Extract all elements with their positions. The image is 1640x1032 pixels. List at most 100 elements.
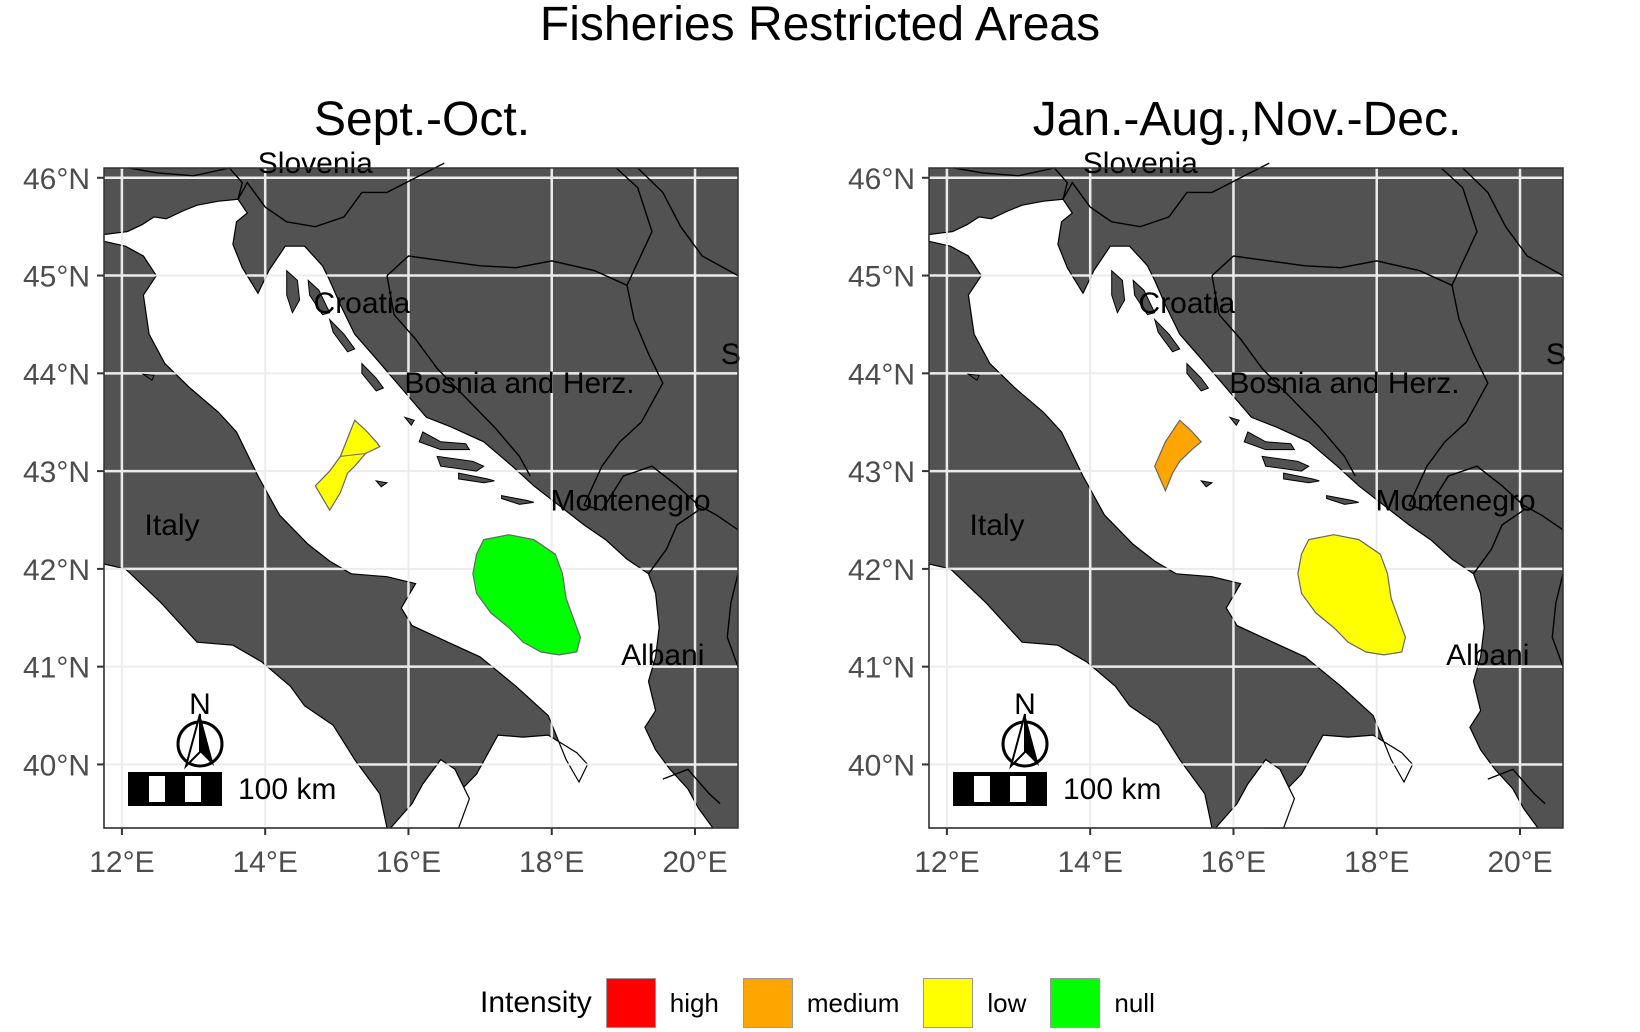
- scale-bar-frame: [953, 772, 1047, 806]
- panel-border: [103, 167, 739, 829]
- country-border: [953, 167, 1069, 200]
- island: [361, 362, 385, 392]
- country-border: [128, 167, 244, 200]
- map-layer: Slovenia Croatia Bosnia and Herz. S Monteneg…: [23, 147, 741, 879]
- legend: Intensity high medium low null: [480, 975, 1179, 1031]
- legend-swatch-high: [605, 978, 656, 1028]
- country-border: [647, 509, 699, 575]
- island: [1243, 431, 1296, 451]
- scale-bar-segment: [165, 773, 185, 805]
- north-arrow-icon-half: [184, 713, 201, 770]
- country-label: S: [721, 338, 741, 371]
- country-border: [1211, 275, 1356, 477]
- legend-swatch-null: [1050, 978, 1101, 1028]
- scale-bar-segment: [147, 773, 167, 805]
- island: [458, 472, 495, 484]
- country-label: Slovenia: [1083, 147, 1198, 180]
- scale-bar-segment: [201, 773, 221, 805]
- island: [1132, 279, 1156, 316]
- scale-bar-segment: [972, 773, 992, 805]
- x-tick-label: 14°E: [1057, 846, 1122, 879]
- y-tick-label: 46°N: [23, 163, 90, 196]
- island: [141, 373, 155, 381]
- country-label: Albani: [621, 639, 704, 672]
- country-label: Bosnia and Herz.: [404, 367, 634, 400]
- island: [1199, 480, 1214, 488]
- island: [1283, 472, 1320, 484]
- legend-label-medium: medium: [806, 987, 900, 1018]
- y-tick-label: 41°N: [23, 652, 90, 685]
- tyrrhenian-sea: [103, 563, 388, 829]
- scale-bar-frame: [128, 772, 222, 806]
- panel-title-right: Jan.-Aug.,Nov.-Dec.: [1032, 93, 1462, 146]
- x-tick-label: 18°E: [519, 846, 584, 879]
- x-tick-label: 16°E: [376, 846, 441, 879]
- north-arrow-icon-half: [1009, 713, 1026, 770]
- x-tick-label: 20°E: [662, 846, 727, 879]
- island: [436, 455, 485, 472]
- x-tick-label: 12°E: [914, 846, 979, 879]
- scale-bar-segment: [183, 773, 203, 805]
- map-layer: Slovenia Croatia Bosnia and Herz. S Monteneg…: [848, 147, 1566, 879]
- panel-title-left: Sept.-Oct.: [313, 93, 531, 146]
- x-tick-label: 16°E: [1201, 846, 1266, 879]
- north-arrow-label: N: [189, 688, 211, 721]
- restricted-area-north: [1154, 419, 1203, 493]
- island: [1228, 416, 1240, 427]
- panel-border: [928, 167, 1564, 829]
- country-label: Croatia: [314, 287, 411, 320]
- y-tick-label: 43°N: [23, 456, 90, 489]
- country-label: Montenegro: [550, 484, 710, 517]
- y-tick-label: 45°N: [848, 261, 915, 294]
- island: [328, 317, 356, 353]
- map-panel-sept-oct: Slovenia Croatia Bosnia and Herz. S Monteneg…: [23, 147, 741, 879]
- country-label: Italy: [970, 509, 1025, 542]
- country-border: [1472, 509, 1524, 575]
- scale-bar-segment: [954, 773, 974, 805]
- country-label: Bosnia and Herz.: [1229, 367, 1459, 400]
- legend-title: Intensity: [480, 986, 592, 1019]
- country-border: [1408, 465, 1564, 531]
- scale-bar-segment: [129, 773, 149, 805]
- island: [1326, 494, 1359, 505]
- restricted-area-south: [472, 534, 582, 656]
- y-tick-label: 41°N: [848, 652, 915, 685]
- island: [1153, 317, 1181, 353]
- country-border: [237, 162, 445, 228]
- country-border: [1487, 768, 1546, 805]
- island: [374, 480, 389, 488]
- country-border: [637, 167, 739, 277]
- country-border: [1462, 167, 1564, 277]
- x-tick-label: 18°E: [1344, 846, 1409, 879]
- area-subdivision-line: [340, 453, 366, 457]
- country-label: Italy: [145, 509, 200, 542]
- island: [966, 373, 980, 381]
- x-tick-label: 20°E: [1487, 846, 1552, 879]
- island: [307, 279, 331, 316]
- island: [403, 416, 415, 427]
- legend-swatch-medium: [742, 978, 793, 1028]
- country-border: [1551, 573, 1564, 667]
- y-tick-label: 46°N: [848, 163, 915, 196]
- country-border: [726, 573, 739, 667]
- island: [286, 269, 301, 314]
- legend-swatch-low: [923, 978, 974, 1028]
- y-tick-label: 42°N: [23, 554, 90, 587]
- country-label: Albani: [1446, 639, 1529, 672]
- island: [1111, 269, 1126, 314]
- legend-label-high: high: [669, 987, 719, 1018]
- legend-item-high: high: [605, 978, 719, 1028]
- legend-item-low: low: [923, 978, 1026, 1028]
- y-tick-label: 44°N: [23, 358, 90, 391]
- scale-bar-segment: [990, 773, 1010, 805]
- country-label: S: [1546, 338, 1566, 371]
- scale-bar-label: 100 km: [1063, 773, 1161, 806]
- country-border: [1440, 167, 1478, 286]
- x-tick-label: 14°E: [232, 846, 297, 879]
- y-tick-label: 42°N: [848, 554, 915, 587]
- country-label: Croatia: [1139, 287, 1236, 320]
- legend-item-medium: medium: [742, 978, 900, 1028]
- legend-label-low: low: [987, 987, 1027, 1018]
- restricted-area-north: [314, 419, 381, 512]
- island: [1186, 362, 1210, 392]
